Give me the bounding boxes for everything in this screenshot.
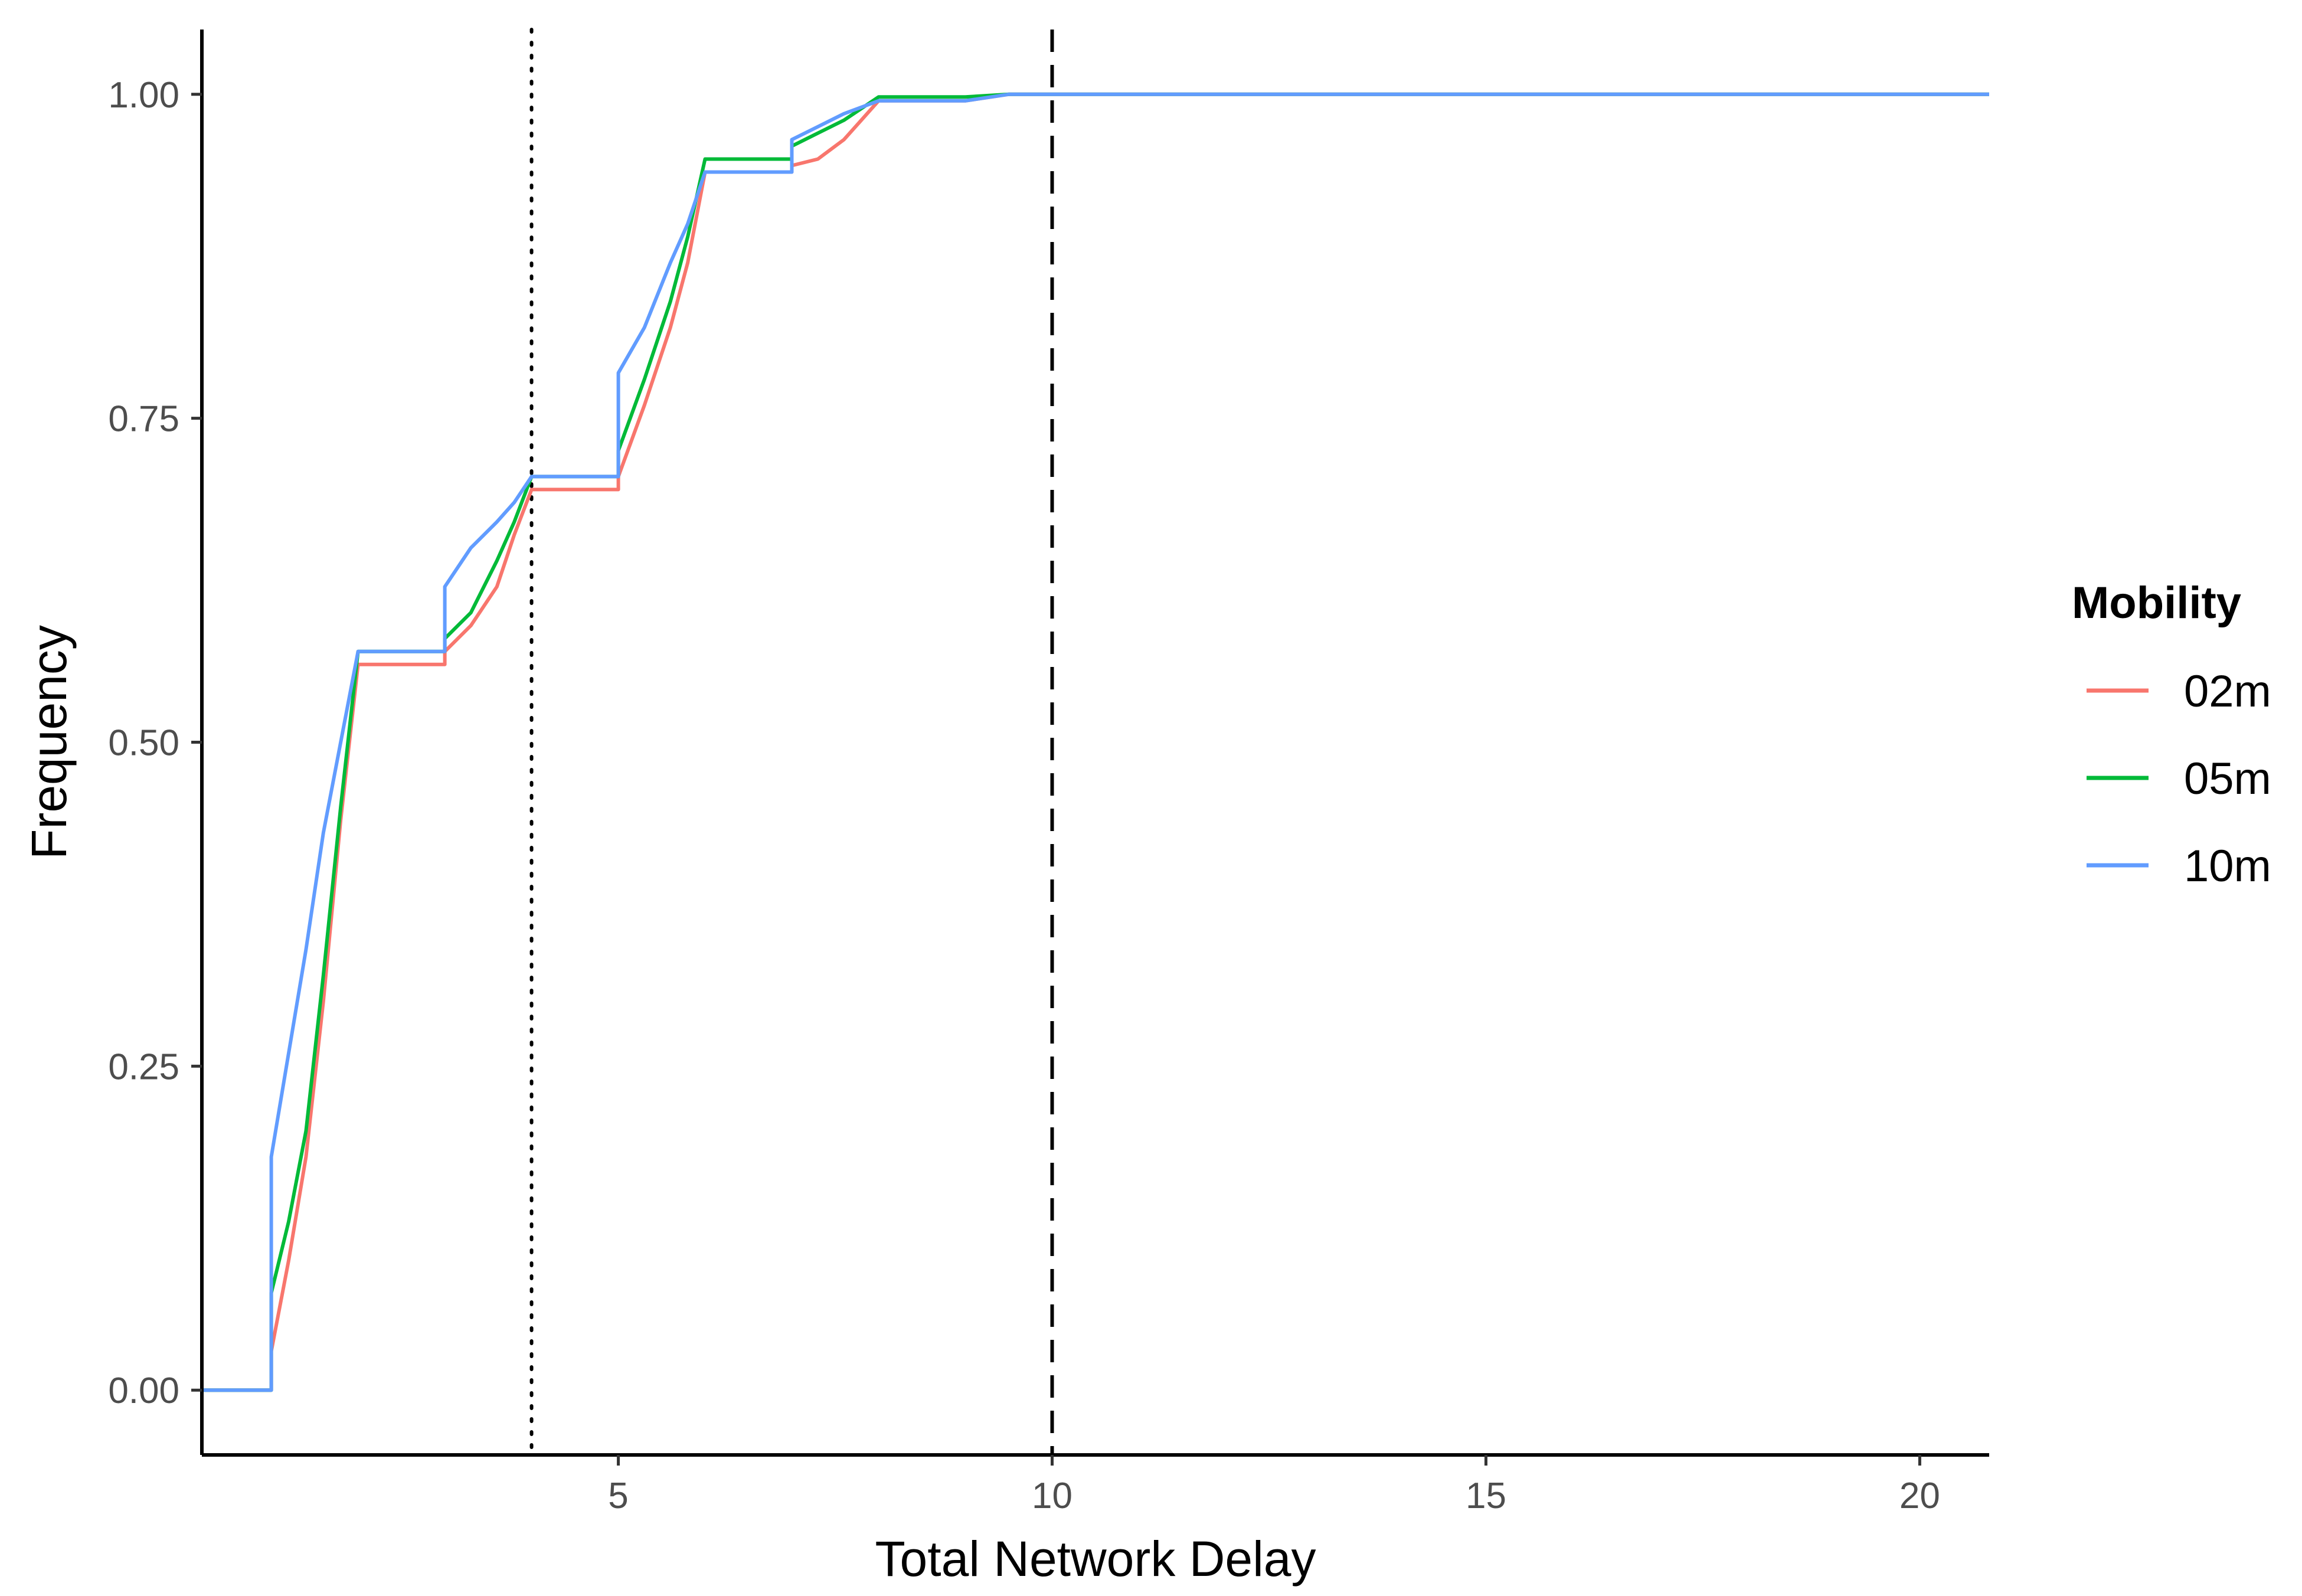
legend-item-02m: 02m <box>2087 666 2271 717</box>
axes <box>200 30 1989 1457</box>
legend-label-10m: 10m <box>2184 841 2271 891</box>
x-tick-label: 15 <box>1466 1476 1506 1516</box>
x-axis-title: Total Network Delay <box>875 1531 1316 1587</box>
y-axis-title: Frequency <box>21 625 77 859</box>
legend-item-10m: 10m <box>2087 841 2271 891</box>
legend-label-02m: 02m <box>2184 666 2271 717</box>
y-tick-label: 0.75 <box>108 399 179 440</box>
y-tick-label: 1.00 <box>108 75 179 116</box>
y-tick-label: 0.50 <box>108 723 179 764</box>
tick-marks: 5 10 15 20 0.00 0.25 0.50 0.75 1.00 <box>108 75 1940 1516</box>
y-tick-label: 0.00 <box>108 1371 179 1411</box>
series-line-10m <box>202 92 1989 1392</box>
legend: Mobility 02m 05m 10m <box>2072 578 2271 891</box>
x-tick-label: 5 <box>608 1476 628 1516</box>
x-tick-label: 20 <box>1899 1476 1940 1516</box>
y-tick-label: 0.25 <box>108 1046 179 1087</box>
legend-item-05m: 05m <box>2087 754 2271 804</box>
x-tick-label: 10 <box>1032 1476 1072 1516</box>
series-line-02m <box>202 92 1989 1392</box>
legend-label-05m: 05m <box>2184 754 2271 804</box>
legend-title: Mobility <box>2072 578 2241 628</box>
series-lines <box>202 92 1989 1392</box>
series-line-05m <box>202 92 1989 1392</box>
reference-lines <box>529 28 1054 1457</box>
